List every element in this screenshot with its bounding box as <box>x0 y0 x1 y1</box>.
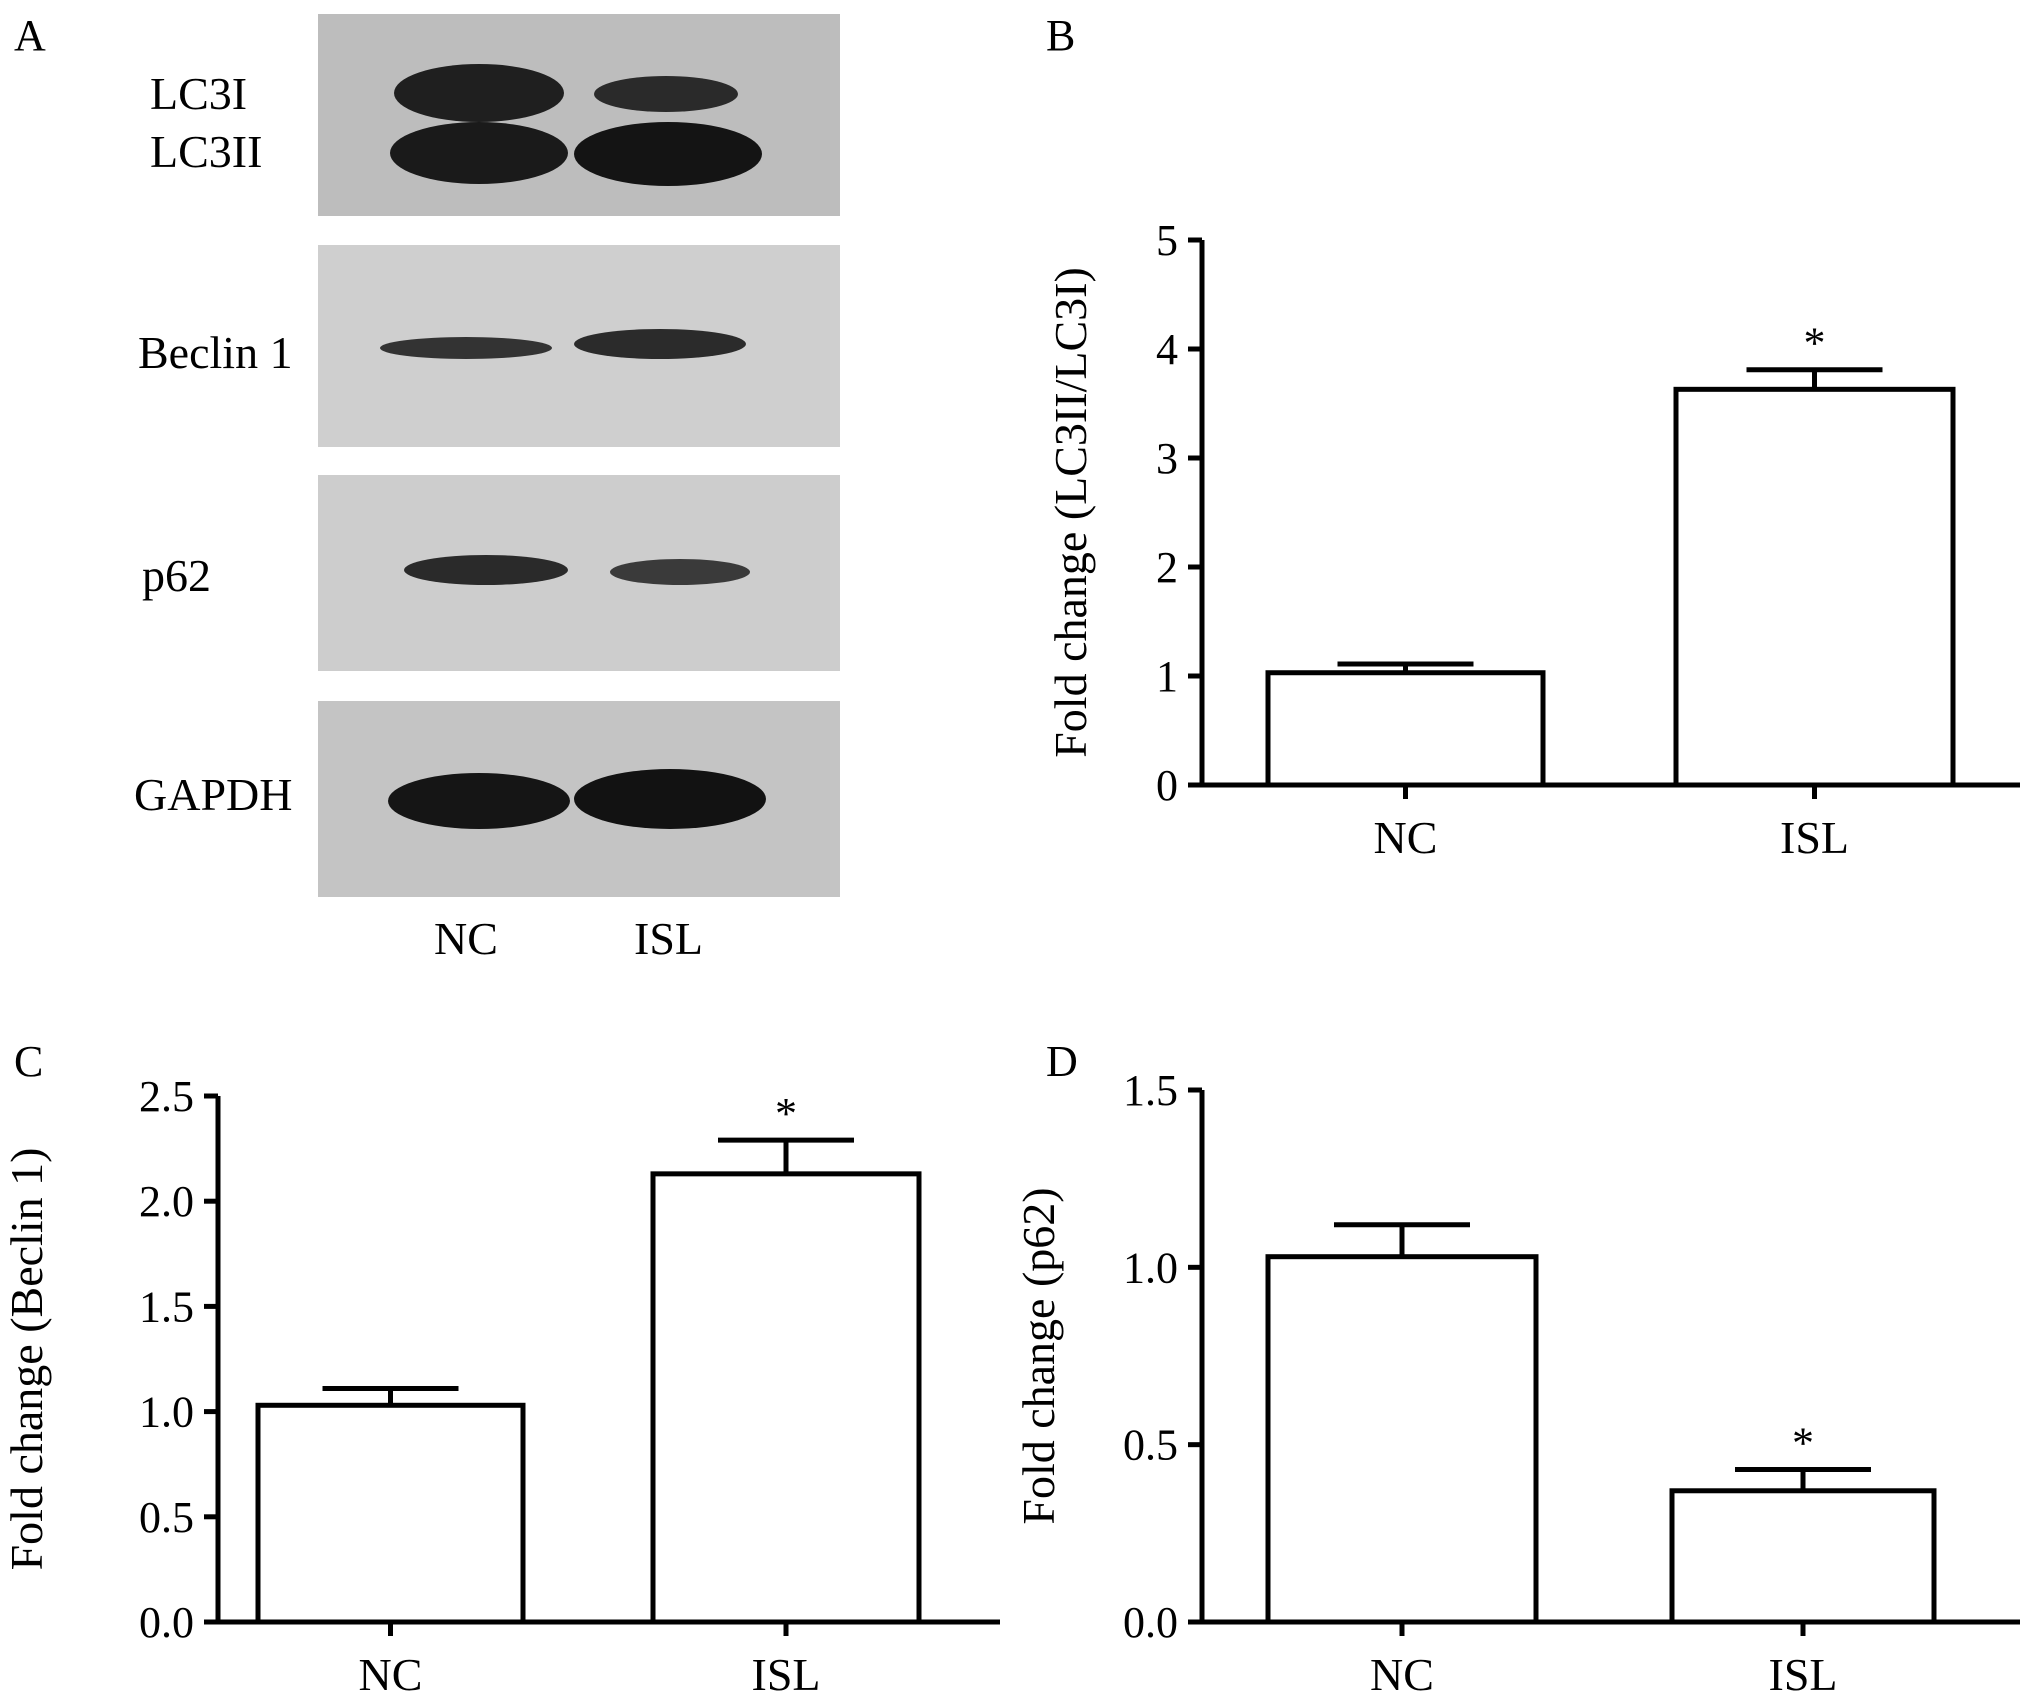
band-p62-isl <box>610 559 750 585</box>
x-tick-label: NC <box>359 1649 423 1700</box>
x-tick-label: ISL <box>1780 812 1849 863</box>
y-tick-label: 1.5 <box>1123 1066 1178 1115</box>
bar <box>1265 670 1546 788</box>
y-tick-label: 0.0 <box>139 1598 194 1647</box>
band-lc3ii-nc <box>390 122 568 184</box>
band-gapdh-isl <box>574 769 766 829</box>
y-tick-label: 0 <box>1156 761 1178 810</box>
bar <box>650 1171 922 1625</box>
y-tick-label: 2.0 <box>139 1177 194 1226</box>
y-tick-label: 1 <box>1156 652 1178 701</box>
blot-strip-p62 <box>318 475 840 671</box>
y-tick-label: 2 <box>1156 543 1178 592</box>
y-tick-label: 3 <box>1156 434 1178 483</box>
y-axis-title: Fold change (Beclin 1) <box>1 1148 52 1571</box>
panel-letter-d: D <box>1046 1037 1078 1086</box>
blot-strip-beclin <box>318 245 840 447</box>
blot-strip-gapdh <box>318 701 840 897</box>
blot-label-beclin: Beclin 1 <box>138 327 293 378</box>
y-tick-label: 1.5 <box>139 1282 194 1331</box>
y-tick-label: 0.0 <box>1123 1598 1178 1647</box>
y-tick-label: 5 <box>1156 216 1178 265</box>
significance-marker: * <box>1792 1418 1814 1467</box>
blot-label-lc3i: LC3I <box>150 68 248 119</box>
y-tick-label: 4 <box>1156 325 1178 374</box>
y-tick-label: 1.0 <box>1123 1243 1178 1292</box>
x-tick-label: NC <box>1374 812 1438 863</box>
y-tick-label: 0.5 <box>1123 1421 1178 1470</box>
panel-letter-a: A <box>14 11 46 60</box>
y-tick-label: 1.0 <box>139 1388 194 1437</box>
band-lc3ii-isl <box>574 122 762 186</box>
band-lc3i-isl <box>594 76 738 112</box>
x-tick-label: ISL <box>752 1649 821 1700</box>
x-tick-label: NC <box>1370 1649 1434 1700</box>
band-beclin-nc <box>380 337 552 359</box>
blot-strip-lc3 <box>318 14 840 216</box>
panel-letter-c: C <box>14 1037 44 1086</box>
panel-letter-b: B <box>1046 11 1076 60</box>
significance-marker: * <box>775 1089 797 1138</box>
band-p62-nc <box>404 555 568 585</box>
y-tick-label: 0.5 <box>139 1493 194 1542</box>
bar <box>255 1402 526 1625</box>
lane-label-nc: NC <box>434 913 498 964</box>
band-lc3i-nc <box>394 64 564 122</box>
bar <box>1669 1488 1937 1625</box>
lane-label-isl: ISL <box>634 913 703 964</box>
y-tick-label: 2.5 <box>139 1072 194 1121</box>
significance-marker: * <box>1804 319 1826 368</box>
band-gapdh-nc <box>388 773 570 829</box>
blot-label-lc3ii: LC3II <box>150 126 263 177</box>
blot-label-gapdh: GAPDH <box>134 769 293 820</box>
y-axis-title: Fold change (p62) <box>1013 1187 1064 1524</box>
blot-label-p62: p62 <box>142 550 211 601</box>
y-axis-title: Fold change (LC3II/LC3I) <box>1045 267 1096 758</box>
band-beclin-isl <box>574 329 746 359</box>
x-tick-label: ISL <box>1769 1649 1838 1700</box>
bar <box>1265 1254 1539 1625</box>
